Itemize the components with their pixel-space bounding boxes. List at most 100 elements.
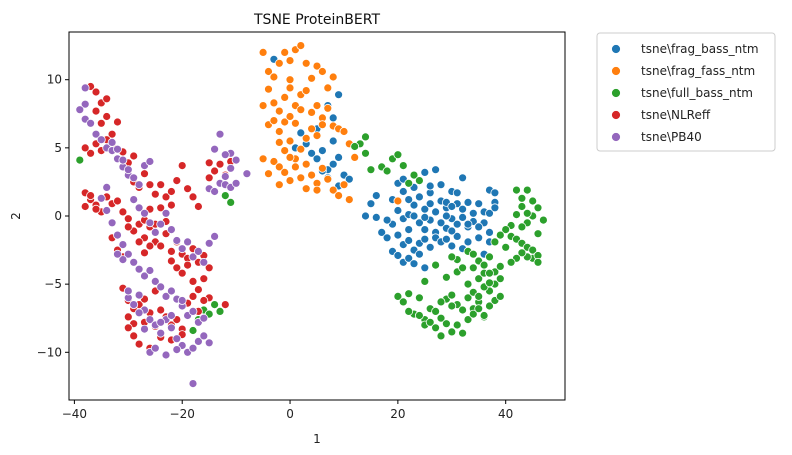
scatter-point: [317, 67, 327, 76]
scatter-point: [404, 195, 414, 205]
scatter-point: [307, 148, 317, 158]
x-tick-label: 0: [286, 407, 294, 421]
scatter-point: [420, 167, 430, 177]
scatter-point: [80, 83, 90, 93]
scatter-point: [123, 214, 133, 224]
scatter-point: [334, 152, 344, 162]
scatter-point: [334, 191, 344, 201]
scatter-point: [323, 83, 333, 93]
scatter-point: [436, 297, 446, 307]
scatter-point: [301, 133, 311, 143]
scatter-point: [129, 195, 139, 205]
y-tick-label: 10: [47, 73, 62, 87]
scatter-point: [102, 112, 112, 121]
scatter-point: [490, 237, 500, 247]
scatter-point: [102, 206, 112, 215]
scatter-point: [156, 328, 166, 338]
scatter-point: [285, 75, 295, 85]
scatter-point: [398, 297, 408, 307]
scatter-point: [452, 231, 462, 241]
scatter-point: [274, 58, 284, 68]
legend-marker: [611, 132, 621, 142]
scatter-point: [280, 93, 290, 102]
scatter-point: [441, 319, 451, 329]
scatter-point: [118, 240, 128, 250]
scatter-point: [512, 185, 521, 195]
legend-label: tsne\full_bass_ntm: [641, 86, 753, 100]
scatter-point: [458, 263, 468, 273]
scatter-point: [172, 334, 182, 344]
scatter-point: [474, 304, 484, 314]
scatter-point: [474, 274, 484, 284]
scatter-point: [140, 271, 149, 281]
scatter-point: [204, 238, 214, 248]
legend-frame: [596, 32, 776, 152]
scatter-point: [274, 127, 284, 136]
scatter-point: [199, 296, 209, 305]
scatter-point: [533, 257, 543, 267]
scatter-point: [317, 163, 327, 173]
scatter-point: [220, 191, 230, 201]
scatter-point: [150, 343, 160, 353]
scatter-point: [398, 187, 408, 196]
scatter-point: [242, 169, 252, 179]
scatter-point: [231, 155, 241, 165]
scatter-point: [517, 193, 527, 203]
scatter-point: [420, 225, 430, 235]
scatter-point: [113, 144, 122, 154]
scatter-point: [161, 350, 171, 360]
scatter-point: [274, 180, 284, 190]
scatter-point: [113, 249, 122, 259]
scatter-point: [474, 199, 484, 209]
legend-label: tsne\frag_fass_ntm: [641, 64, 755, 78]
scatter-point: [177, 244, 187, 254]
scatter-point: [441, 272, 451, 282]
scatter-point: [458, 212, 468, 222]
scatter-point: [210, 300, 220, 310]
scatter-point: [501, 225, 511, 235]
x-tick-label: −20: [170, 407, 195, 421]
scatter-point: [495, 291, 505, 301]
scatter-point: [215, 306, 225, 316]
scatter-point: [490, 203, 500, 213]
scatter-point: [468, 309, 478, 319]
scatter-point: [296, 173, 306, 183]
scatter-point: [361, 211, 370, 221]
scatter-point: [118, 207, 128, 217]
scatter-point: [150, 227, 160, 237]
scatter-point: [458, 204, 468, 214]
scatter-point: [307, 108, 317, 117]
scatter-point: [193, 285, 203, 295]
scatter-point: [75, 105, 85, 115]
scatter-point: [506, 257, 516, 267]
scatter-point: [414, 192, 424, 202]
scatter-point: [188, 379, 198, 389]
scatter-point: [307, 73, 317, 83]
scatter-point: [258, 154, 268, 164]
scatter-point: [280, 167, 290, 177]
scatter-point: [468, 249, 478, 259]
scatter-point: [226, 163, 236, 173]
scatter-point: [188, 343, 198, 353]
scatter-point: [501, 242, 511, 252]
scatter-point: [301, 159, 311, 169]
y-tick-label: 0: [54, 209, 62, 223]
scatter-point: [495, 261, 505, 271]
scatter-point: [123, 312, 133, 322]
scatter-point: [344, 174, 354, 184]
scatter-point: [123, 286, 133, 296]
scatter-point: [177, 268, 187, 278]
scatter-point: [312, 154, 322, 164]
scatter-point: [145, 157, 155, 166]
scatter-point: [285, 56, 295, 65]
scatter-point: [118, 255, 128, 265]
scatter-point: [317, 146, 327, 156]
legend: tsne\frag_bass_ntm tsne\frag_fass_ntmtsne…: [596, 32, 776, 152]
scatter-point: [431, 260, 441, 270]
scatter-point: [215, 159, 225, 169]
scatter-point: [140, 169, 149, 179]
scatter-point: [404, 236, 414, 245]
scatter-point: [166, 225, 176, 235]
scatter-point: [361, 132, 370, 142]
scatter-point: [382, 233, 392, 243]
